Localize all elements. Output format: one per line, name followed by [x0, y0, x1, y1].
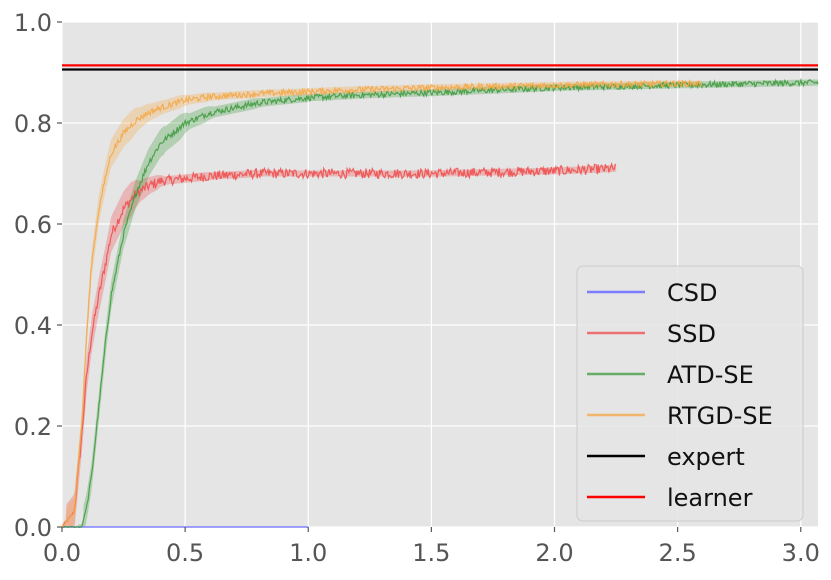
y-tick-label: 0.2: [14, 413, 52, 441]
series-band-rtgd-se: [62, 80, 703, 527]
x-tick-label: 2.0: [535, 539, 573, 567]
x-tick-label: 1.0: [289, 539, 327, 567]
series-line-rtgd-se: [61, 78, 703, 528]
y-tick-label: 0.8: [14, 110, 52, 138]
legend-label-learner: learner: [667, 484, 753, 512]
y-tick-label: 0.4: [14, 312, 52, 340]
series-line-ssd: [61, 161, 617, 528]
y-tick-label: 1.0: [14, 9, 52, 37]
x-tick-label: 1.5: [412, 539, 450, 567]
y-tick-label: 0.0: [14, 514, 52, 542]
y-tick-label: 0.6: [14, 211, 52, 239]
x-tick-label: 3.0: [782, 539, 820, 567]
x-axis: 0.0 0.5 1.0 1.5 2.0 2.5 3.0: [43, 527, 820, 567]
legend-label-expert: expert: [667, 443, 745, 471]
x-tick-label: 2.5: [659, 539, 697, 567]
series-lines: [61, 64, 819, 529]
y-axis: 0.0 0.2 0.4 0.6 0.8 1.0: [14, 9, 62, 542]
x-tick-label: 0.0: [43, 539, 81, 567]
x-tick-label: 0.5: [166, 539, 204, 567]
legend: CSD SSD ATD-SE RTGD-SE expert learner: [576, 265, 804, 522]
legend-label-ssd: SSD: [667, 320, 716, 348]
legend-label-rtgd-se: RTGD-SE: [667, 402, 773, 430]
series-bands: [62, 79, 818, 528]
series-line-atd-se: [61, 77, 819, 529]
legend-label-atd-se: ATD-SE: [667, 361, 754, 389]
legend-label-csd: CSD: [667, 279, 717, 307]
